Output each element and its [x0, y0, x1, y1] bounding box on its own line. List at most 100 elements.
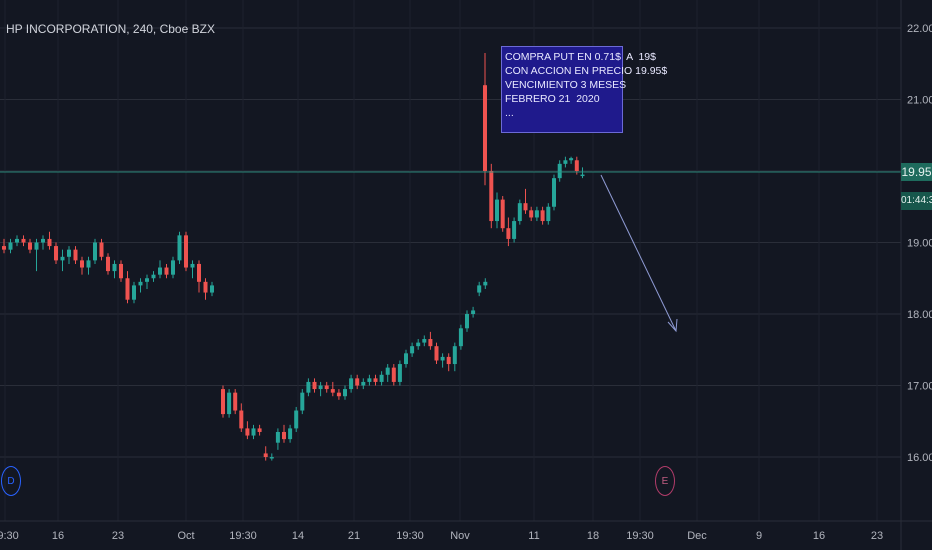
- candle-body: [2, 246, 6, 250]
- candle-body: [379, 374, 384, 382]
- candle-body: [41, 238, 45, 243]
- candle-body: [483, 281, 488, 286]
- last-price-badge: 19.95: [901, 163, 932, 181]
- candle-body: [28, 242, 32, 250]
- candle-body: [361, 381, 366, 386]
- candle-body: [239, 410, 244, 429]
- candle-body: [233, 392, 238, 411]
- candle-body: [523, 203, 528, 211]
- candle-body: [312, 381, 317, 390]
- price-tick-label: 21.00: [907, 95, 932, 107]
- time-tick-label: 14: [292, 530, 304, 542]
- candle-body: [483, 85, 487, 171]
- time-axis[interactable]: 19:30 16 23 Oct 19:30 14 21 19:30 Nov 11 18 19:30 De…: [0, 530, 883, 542]
- candle-body: [373, 378, 378, 382]
- candle-body: [343, 389, 347, 397]
- candle-body: [336, 392, 341, 397]
- price-tick-label: 18.00: [907, 309, 932, 321]
- candle-body: [367, 378, 372, 382]
- candle-body: [227, 392, 232, 415]
- candle-body: [269, 457, 274, 459]
- time-tick-label: 19:30: [396, 530, 424, 542]
- candle-body: [495, 199, 499, 222]
- price-tick-label: 22.00: [907, 23, 932, 35]
- candle-body: [138, 281, 143, 286]
- candle-body: [221, 389, 225, 415]
- candle-body: [282, 431, 286, 440]
- candle-body: [190, 263, 195, 268]
- candle-body: [132, 285, 136, 300]
- candle-body: [404, 353, 408, 365]
- time-tick-label: 16: [813, 530, 825, 542]
- candle-body: [15, 238, 19, 243]
- candle-body: [151, 274, 156, 279]
- time-tick-label: Oct: [177, 530, 194, 542]
- candle-body: [306, 381, 311, 393]
- time-tick-label: 18: [587, 530, 599, 542]
- candle-body: [355, 378, 360, 386]
- candle-body: [275, 431, 280, 443]
- candle-body: [210, 285, 214, 293]
- candle-body: [428, 339, 433, 347]
- candle-body: [512, 221, 517, 239]
- candle-body: [99, 242, 104, 257]
- candle-body: [145, 278, 149, 282]
- candle-body: [119, 263, 123, 279]
- candle-body: [47, 238, 52, 247]
- candle-body: [465, 314, 469, 329]
- candle-body: [86, 260, 91, 268]
- candle-body: [184, 235, 188, 268]
- candle-body: [458, 328, 463, 347]
- candle-body: [546, 206, 551, 222]
- candle-body: [580, 174, 585, 177]
- time-tick-label: 19:30: [626, 530, 654, 542]
- candle-body: [517, 203, 522, 222]
- time-tick-label: 23: [112, 530, 124, 542]
- candle-body: [158, 267, 162, 275]
- candle-body: [563, 160, 568, 164]
- price-tick-label: 19.00: [907, 238, 932, 250]
- candle-body: [385, 367, 390, 375]
- candle-body: [34, 242, 39, 250]
- candle-body: [391, 367, 396, 382]
- candle-body: [300, 392, 305, 411]
- earnings-marker[interactable]: E: [655, 466, 675, 496]
- candle-body: [106, 256, 110, 272]
- grid: [0, 0, 901, 521]
- candle-body: [452, 346, 457, 365]
- candle-body: [177, 235, 182, 261]
- candle-body: [574, 160, 579, 171]
- candle-body: [534, 210, 539, 218]
- candle-body: [557, 163, 562, 179]
- forecast-arrow-line: [600, 174, 677, 332]
- candle-body: [552, 178, 556, 207]
- candle-body: [489, 171, 494, 222]
- candle-body: [416, 342, 421, 347]
- candle-body: [288, 428, 293, 440]
- candle-body: [67, 249, 71, 257]
- time-tick-label: 9: [756, 530, 762, 542]
- time-tick-label: 11: [528, 530, 539, 542]
- candle-body: [8, 242, 13, 250]
- candle-body: [318, 385, 323, 390]
- candle-body: [500, 199, 505, 229]
- candle-body: [410, 346, 415, 354]
- trade-note[interactable]: COMPRA PUT EN 0.71$ A 19$ CON ACCION EN …: [501, 46, 667, 133]
- candle-body: [164, 267, 169, 275]
- candle-body: [529, 210, 534, 218]
- candle-body: [569, 158, 574, 161]
- price-tick-label: 17.00: [907, 381, 932, 393]
- candle-body: [73, 249, 78, 261]
- candle-body: [93, 242, 97, 261]
- candle-body: [434, 346, 439, 361]
- time-tick-label: 16: [52, 530, 64, 542]
- candle-body: [257, 428, 262, 432]
- time-tick-label: 19:30: [0, 530, 19, 542]
- dividend-marker[interactable]: D: [1, 466, 21, 496]
- countdown-badge: 01:44:37: [901, 192, 932, 210]
- candle-body: [422, 339, 427, 343]
- candle-body: [80, 260, 84, 268]
- candle-body: [477, 285, 482, 293]
